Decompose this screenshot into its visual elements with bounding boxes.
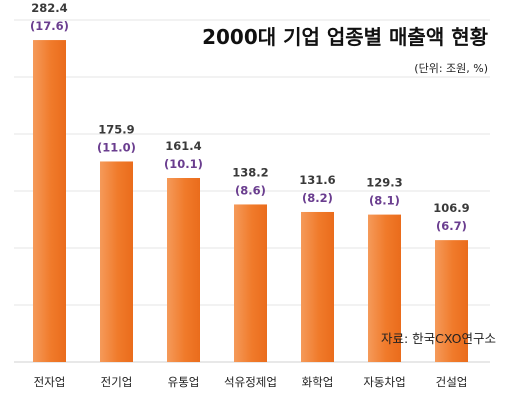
bars xyxy=(33,40,468,363)
share-label: (11.0) xyxy=(97,140,136,154)
chart-title: 2000대 기업 업종별 매출액 현황 xyxy=(202,25,489,49)
bar xyxy=(167,178,200,362)
value-label: 161.4 xyxy=(165,139,201,153)
bar xyxy=(100,161,133,362)
share-label: (8.6) xyxy=(235,183,266,197)
value-label: 282.4 xyxy=(31,1,67,15)
category-labels: 전자업 전기업 유통업 석유정제업 화학업 자동차업 건설업 xyxy=(34,375,468,389)
category-label: 전기업 xyxy=(101,375,133,389)
category-label: 유통업 xyxy=(168,375,200,389)
share-label: (10.1) xyxy=(164,157,203,171)
category-label: 화학업 xyxy=(302,375,334,389)
value-label: 106.9 xyxy=(433,201,469,215)
value-label: 129.3 xyxy=(366,176,402,190)
share-label: (6.7) xyxy=(436,219,467,233)
category-label: 건설업 xyxy=(436,375,468,389)
category-label: 자동차업 xyxy=(363,375,405,389)
category-label: 전자업 xyxy=(34,375,66,389)
value-label: 131.6 xyxy=(299,173,335,187)
category-label: 석유정제업 xyxy=(224,375,277,389)
data-labels: 282.4 (17.6) 175.9 (11.0) 161.4 (10.1) 138.2 (8… xyxy=(30,1,470,233)
chart-subtitle: (단위: 조원, %) xyxy=(414,62,488,75)
bar xyxy=(234,204,267,362)
value-label: 138.2 xyxy=(232,165,268,179)
value-label: 175.9 xyxy=(98,122,134,136)
share-label: (8.1) xyxy=(369,194,400,208)
share-label: (17.6) xyxy=(30,19,69,33)
bar xyxy=(301,211,334,362)
gridlines xyxy=(14,19,490,363)
share-label: (8.2) xyxy=(302,191,333,205)
bar xyxy=(33,40,66,363)
bar xyxy=(435,240,468,362)
source-note: 자료: 한국CXO연구소 xyxy=(381,331,496,346)
bar xyxy=(368,214,401,362)
